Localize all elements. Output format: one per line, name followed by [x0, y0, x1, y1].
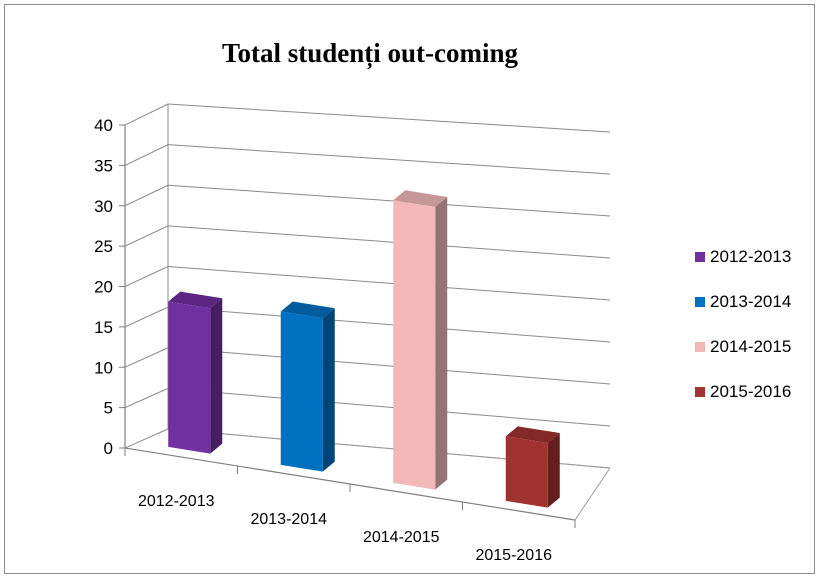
legend-label: 2014-2015: [710, 337, 791, 356]
legend-swatch: [695, 252, 705, 262]
y-tick-label: 0: [104, 439, 113, 458]
gridlines: [124, 103, 611, 469]
gridline-side: [124, 387, 169, 409]
axis-labels: 0 5 10 15 20 25 30 35 40 2012-2013 2013-2014 2014-2…: [94, 116, 552, 564]
legend-item: 2013-2014: [695, 292, 791, 311]
gridline: [167, 347, 611, 385]
gridline: [167, 266, 611, 301]
bar-top-face: [505, 426, 560, 444]
bar-top-face: [168, 291, 223, 309]
y-tick-label: 20: [94, 278, 113, 297]
x-tick-label: 2014-2015: [363, 529, 440, 546]
bar-side-face: [210, 298, 223, 454]
bar-side-face: [547, 433, 560, 508]
floor-right-edge: [574, 467, 611, 521]
bar-2014-2015: [393, 190, 448, 490]
y-tick-label: 10: [94, 358, 113, 377]
legend-label: 2013-2014: [710, 292, 791, 311]
bars: [168, 190, 560, 508]
axes: [119, 104, 611, 528]
y-tick-label: 30: [94, 197, 113, 216]
gridline-side: [124, 144, 169, 166]
gridline: [167, 306, 611, 343]
gridline: [167, 225, 611, 259]
bar-side-face: [322, 308, 335, 472]
gridline-side: [124, 306, 169, 328]
gridline-side: [124, 225, 169, 247]
y-tick-label: 5: [104, 399, 113, 418]
gridline-side: [124, 266, 169, 287]
y-tick-label: 40: [94, 116, 113, 135]
bar-front-face: [280, 311, 323, 472]
legend-swatch: [695, 387, 705, 397]
legend-label: 2012-2013: [710, 247, 791, 266]
legend-item: 2012-2013: [695, 247, 791, 266]
y-tick-label: 35: [94, 156, 113, 175]
x-tick-label: 2012-2013: [138, 493, 215, 510]
y-tick-label: 25: [94, 237, 113, 256]
legend-swatch: [695, 297, 705, 307]
bar-side-face: [435, 197, 448, 490]
legend-label: 2015-2016: [710, 382, 791, 401]
gridline: [167, 103, 611, 133]
x-tick-label: 2015-2016: [475, 547, 552, 564]
gridline-side: [124, 103, 169, 126]
bar-front-face: [505, 436, 548, 508]
legend-item: 2014-2015: [695, 337, 791, 356]
bar-top-face: [393, 190, 448, 208]
bar-top-face: [280, 301, 335, 319]
bar-2015-2016: [505, 426, 560, 508]
bar-2012-2013: [168, 291, 223, 454]
y-tick-label: 15: [94, 318, 113, 337]
gridline-side: [124, 428, 169, 449]
legend-swatch: [695, 342, 705, 352]
gridline: [167, 387, 611, 427]
legend: 2012-2013 2013-2014 2014-2015 2015-2016: [695, 247, 791, 401]
gridline-side: [124, 184, 169, 207]
bar-front-face: [168, 301, 211, 454]
x-tick-label: 2013-2014: [250, 511, 327, 528]
legend-item: 2015-2016: [695, 382, 791, 401]
gridline: [167, 184, 611, 217]
bar-front-face: [393, 200, 436, 490]
gridline: [167, 144, 611, 175]
bar-2013-2014: [280, 301, 335, 472]
gridline-side: [124, 347, 169, 368]
chart-title: Total studenți out-coming: [221, 38, 519, 68]
